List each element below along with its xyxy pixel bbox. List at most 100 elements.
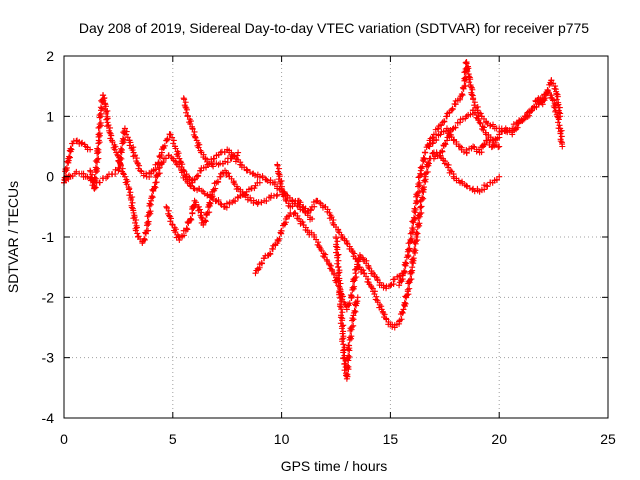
series-track-j — [396, 59, 566, 289]
data-point-run — [209, 180, 219, 195]
data-point — [387, 282, 394, 289]
data-point — [443, 137, 450, 144]
data-point-run — [491, 176, 500, 184]
data-point-run — [218, 201, 227, 210]
data-point-run — [413, 170, 425, 200]
data-point-run — [413, 204, 425, 238]
data-point-run — [496, 127, 508, 135]
data-point-run — [125, 186, 137, 214]
data-point-run — [189, 126, 199, 141]
data-point-run — [242, 192, 254, 203]
chart-title: Day 208 of 2019, Sidereal Day-to-day VTE… — [79, 20, 589, 36]
data-point-run — [347, 274, 360, 300]
data-point — [557, 113, 564, 120]
data-point-run — [349, 247, 358, 260]
data-point-run — [181, 168, 190, 180]
data-point — [343, 240, 350, 247]
data-point — [137, 167, 144, 174]
x-tick-label: 10 — [274, 431, 290, 447]
data-point-run — [223, 200, 230, 211]
data-point-run — [267, 245, 276, 258]
data-point-run — [198, 149, 207, 161]
series-track-g — [252, 209, 407, 313]
data-point — [248, 185, 255, 192]
data-point-run — [262, 252, 271, 259]
data-point-run — [187, 183, 197, 192]
data-point-run — [478, 182, 488, 194]
data-point — [496, 131, 503, 138]
data-point-run — [436, 121, 445, 129]
data-point-run — [314, 197, 324, 206]
data-point-run — [84, 144, 91, 153]
data-point-run — [226, 147, 235, 158]
data-point-run — [464, 183, 476, 193]
data-point — [437, 131, 444, 138]
data-point-run — [336, 295, 347, 335]
data-point-run — [339, 333, 349, 364]
data-point-run — [463, 60, 472, 75]
data-point-run — [229, 152, 241, 160]
data-point-run — [205, 193, 216, 216]
series-track-k — [426, 77, 564, 157]
data-point-run — [138, 168, 150, 179]
data-point-run — [237, 192, 244, 199]
data-point-run — [270, 241, 279, 249]
series-track-i — [274, 149, 503, 331]
data-point — [252, 270, 259, 277]
data-point-run — [163, 204, 176, 228]
data-point-run — [404, 267, 416, 293]
data-point — [309, 215, 316, 222]
data-point-run — [383, 316, 392, 328]
data-point-run — [427, 150, 436, 162]
data-point-run — [91, 139, 103, 191]
x-tick-label: 25 — [600, 431, 616, 447]
data-point-run — [358, 266, 367, 275]
data-point-run — [396, 270, 406, 286]
data-point-run — [452, 96, 463, 104]
data-point-run — [140, 229, 149, 245]
data-point — [78, 140, 85, 147]
data-point-run — [126, 139, 137, 154]
data-point-run — [371, 288, 380, 303]
data-point-run — [388, 276, 397, 288]
data-point-run — [297, 199, 306, 211]
data-point-run — [244, 167, 256, 177]
data-point — [291, 209, 298, 216]
data-point-run — [170, 157, 180, 166]
data-point-run — [394, 273, 401, 280]
data-point-run — [310, 198, 320, 210]
y-tick-label: -4 — [42, 410, 55, 426]
data-point-run — [292, 210, 301, 222]
data-point-run — [374, 299, 385, 311]
data-point-run — [210, 160, 220, 170]
data-point-run — [524, 108, 533, 120]
data-point-run — [213, 151, 222, 159]
x-axis-label: GPS time / hours — [281, 458, 388, 474]
data-point-run — [274, 162, 285, 190]
data-point-run — [427, 139, 436, 148]
data-point-run — [66, 172, 73, 179]
data-point-run — [95, 110, 104, 140]
data-point-run — [164, 131, 173, 143]
data-point-run — [300, 222, 309, 233]
data-point-run — [391, 320, 403, 329]
y-tick-label: -1 — [42, 229, 55, 245]
data-point-run — [417, 176, 429, 210]
data-point-run — [477, 120, 489, 136]
data-point — [400, 306, 407, 313]
data-point-run — [259, 173, 269, 183]
data-point-run — [200, 210, 210, 226]
data-point-run — [319, 202, 326, 211]
data-point-run — [115, 127, 128, 172]
data-point-run — [322, 203, 331, 215]
data-point-run — [409, 237, 421, 267]
data-point-run — [96, 175, 110, 186]
data-point-run — [69, 173, 76, 180]
data-point-run — [451, 175, 462, 184]
data-point-run — [218, 169, 227, 177]
data-point-run — [70, 138, 80, 145]
data-point — [457, 119, 464, 126]
data-point-run — [263, 194, 273, 205]
data-point — [496, 173, 503, 180]
